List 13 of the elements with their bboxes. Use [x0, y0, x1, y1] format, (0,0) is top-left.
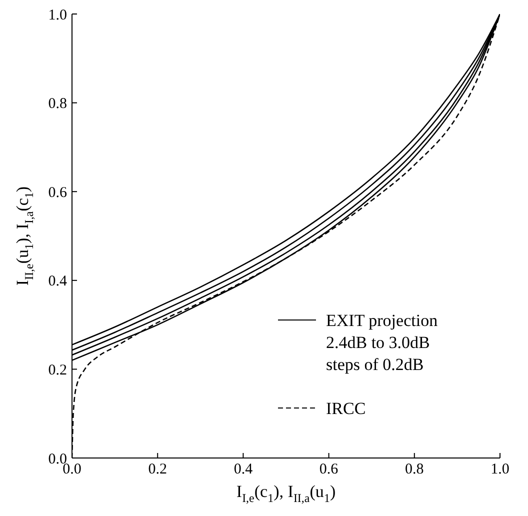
legend-label: IRCC	[326, 399, 366, 418]
y-tick-label: 0.6	[48, 184, 68, 201]
x-tick-label: 0.8	[405, 462, 424, 478]
y-tick-label: 0.8	[48, 96, 67, 112]
x-tick-label: 0.6	[319, 462, 339, 478]
x-tick-label: 1.0	[490, 462, 510, 478]
text: I$_{I,e}$(c$_{1}$), I$_{II,a}$(u$_{1}$)	[236, 482, 336, 505]
x-tick-label: 0.4	[234, 462, 254, 478]
y-tick-label: 0.2	[48, 362, 67, 379]
legend-label: EXIT projection 2.4dB to 3.0dB steps of 0.2dB	[326, 311, 438, 374]
y-tick-label: 1.0	[48, 7, 67, 24]
x-tick-label: 0.2	[148, 462, 167, 478]
y-tick-label: 0.4	[48, 274, 68, 290]
